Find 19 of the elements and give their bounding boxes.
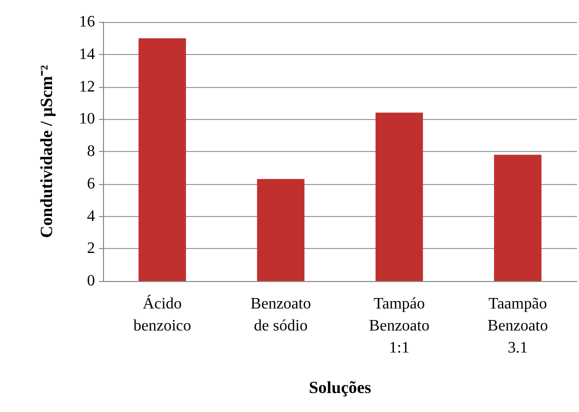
x-tick-label: Benzoato de sódio [250, 296, 311, 334]
bar [376, 112, 423, 281]
y-tick-label: 14 [79, 46, 95, 63]
y-tick-label: 10 [79, 110, 95, 128]
bar [257, 179, 304, 281]
y-tick-label: 12 [79, 78, 95, 96]
y-tick-label: 6 [87, 175, 95, 192]
x-tick-label: Ácido benzoico [133, 294, 192, 334]
y-tick-label: 2 [87, 240, 95, 258]
x-tick-label: Tampáo Benzoato 1:1 [369, 296, 430, 356]
bar [138, 38, 186, 281]
y-tick-label: 0 [87, 272, 95, 290]
y-tick-label: 4 [87, 208, 95, 225]
x-tick-label: Taampão Benzoato 3.1 [488, 296, 548, 356]
bar [494, 154, 542, 281]
x-axis-title: Soluções [308, 378, 372, 397]
y-axis-title: Condutividade / µScm⁻² [37, 65, 56, 238]
y-tick-label: 8 [87, 143, 95, 160]
y-tick-label: 16 [79, 14, 95, 30]
